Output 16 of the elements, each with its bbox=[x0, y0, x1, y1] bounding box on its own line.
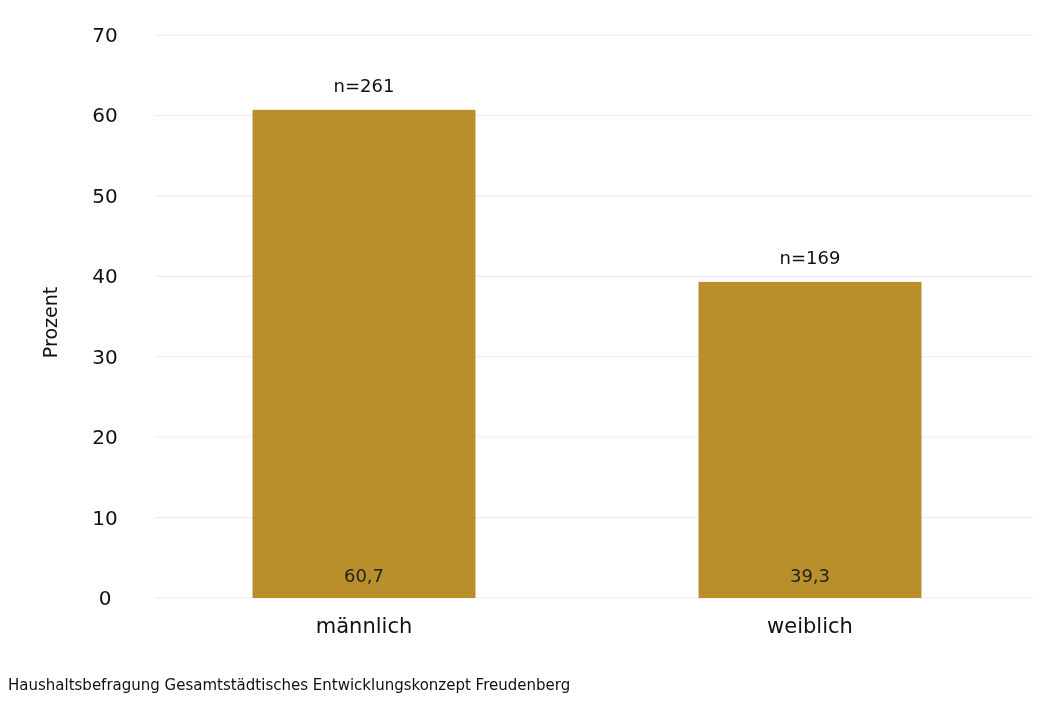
y-tick-label: 60 bbox=[92, 103, 118, 128]
data-label: 60,7 bbox=[343, 565, 385, 586]
data-label: 39,3 bbox=[789, 565, 831, 586]
y-tick-label: 0 bbox=[98, 586, 112, 610]
y-tick-label: 70 bbox=[92, 23, 118, 47]
y-tick-label: 30 bbox=[92, 344, 118, 369]
annotation: n=261 bbox=[333, 74, 395, 96]
x-tick-label: weiblich bbox=[767, 614, 853, 638]
text: Haushaltsbefragung Gesamtstädtisches Entwicklungskonzept Freudenberg bbox=[8, 676, 571, 694]
y-tick-label: 10 bbox=[92, 505, 118, 530]
y-tick-label: 50 bbox=[92, 183, 118, 208]
y-tick-label: 20 bbox=[92, 425, 118, 450]
y-axis-title: Prozent bbox=[39, 286, 61, 359]
x-tick-label: männlich bbox=[315, 614, 413, 638]
y-tick-label: 40 bbox=[92, 264, 118, 289]
annotation: n=169 bbox=[779, 246, 841, 268]
